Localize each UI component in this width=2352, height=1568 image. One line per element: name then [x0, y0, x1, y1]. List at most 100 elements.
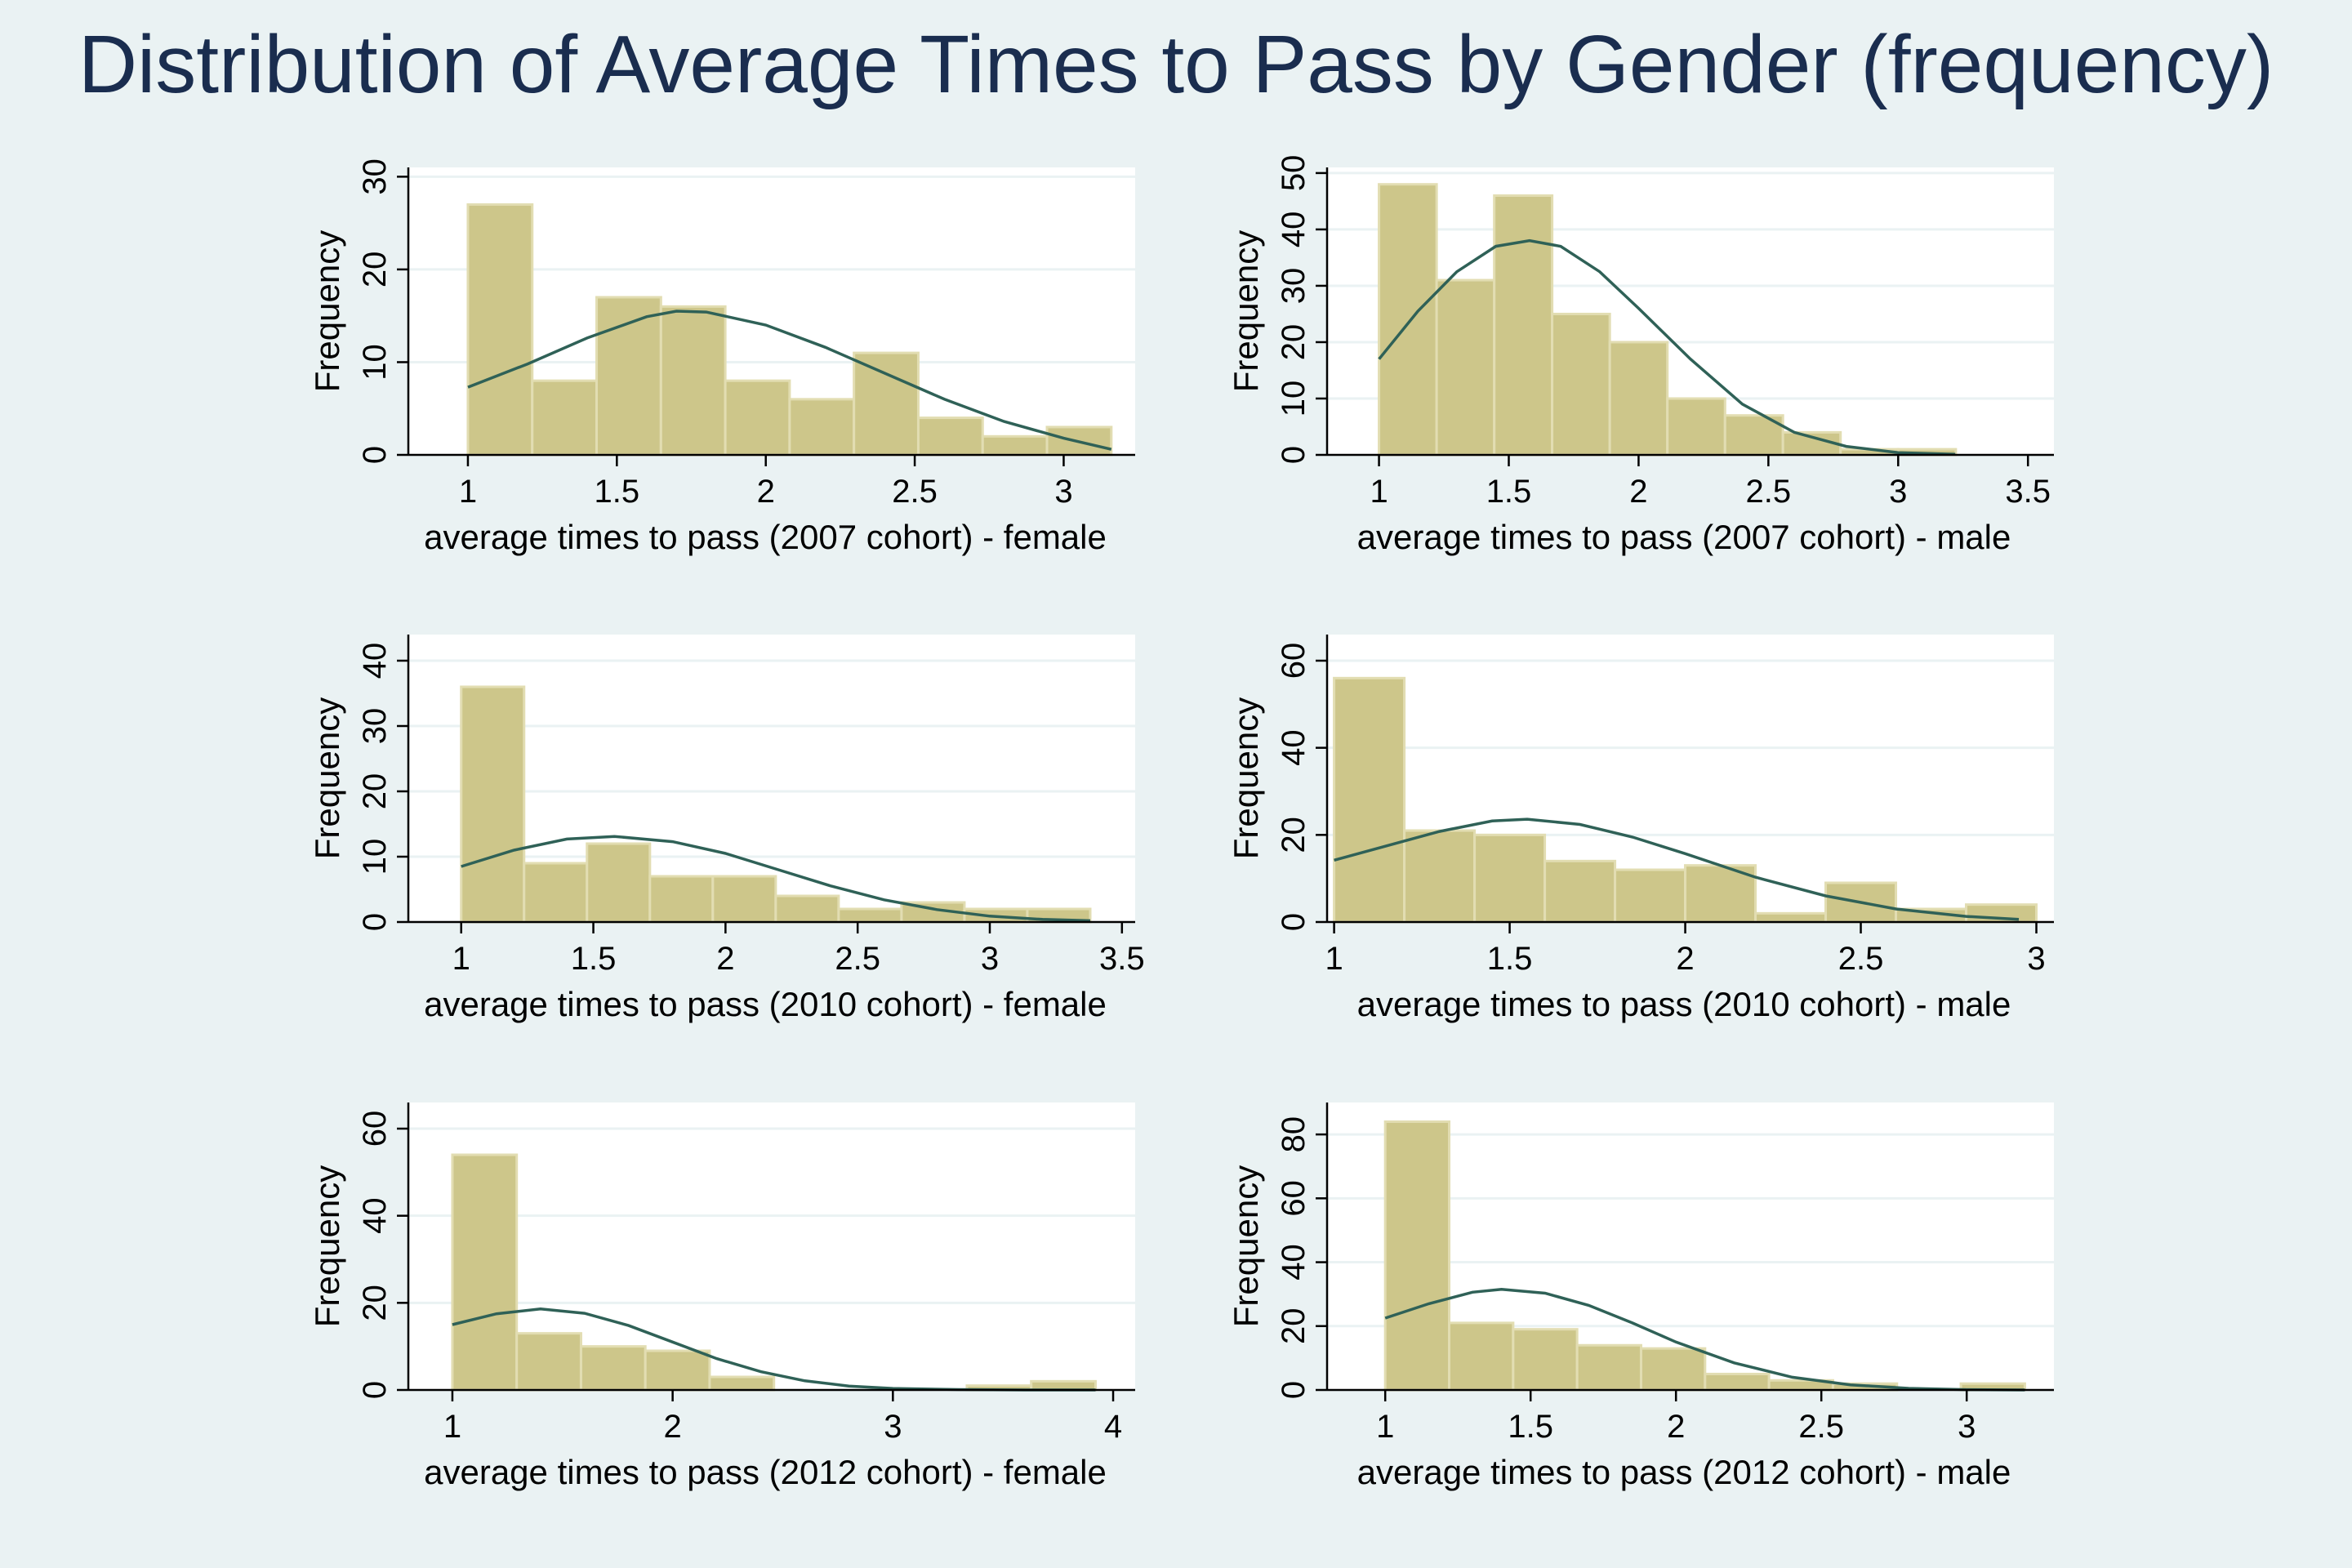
x-tick-label: 3: [1889, 474, 1907, 510]
y-tick-label: 60: [357, 1111, 393, 1147]
x-tick-label: 2: [664, 1409, 682, 1445]
x-axis-title: average times to pass (2010 cohort) - ma…: [1357, 985, 2011, 1023]
y-tick-label: 60: [1276, 1180, 1312, 1217]
histogram-bar: [1666, 397, 1726, 457]
y-tick-label: 20: [1276, 817, 1312, 853]
x-tick-label: 2: [1629, 474, 1647, 510]
histogram-bar: [981, 434, 1049, 457]
x-tick-label: 2: [716, 941, 734, 977]
y-tick-label: 0: [1276, 1381, 1312, 1399]
histogram-bar: [466, 203, 534, 457]
figure-title: Distribution of Average Times to Pass by…: [78, 19, 2274, 110]
histogram-bar: [648, 875, 715, 924]
x-tick-label: 2.5: [1798, 1409, 1844, 1445]
y-tick-label: 0: [357, 446, 393, 464]
x-axis-title: average times to pass (2007 cohort) - ma…: [1357, 518, 2011, 556]
y-tick-label: 30: [1276, 268, 1312, 305]
normal-curve: [1384, 1288, 2025, 1392]
histogram-bar: [1512, 1328, 1579, 1392]
histogram-bar: [1684, 864, 1757, 924]
histogram-2010-male: 1 1.5 2 2.5 3 0 20 40 60 average times to pass (2…: [1227, 635, 2054, 1023]
histogram-bar: [1448, 1321, 1515, 1392]
x-tick-label: 1.5: [1508, 1409, 1553, 1445]
x-tick-label: 1.5: [571, 941, 617, 977]
histogram-bar: [774, 894, 840, 924]
x-tick-label: 4: [1104, 1409, 1122, 1445]
y-tick-label: 30: [357, 158, 393, 195]
histogram-bar: [1754, 911, 1828, 924]
normal-curve: [1334, 817, 2020, 921]
y-tick-label: 20: [1276, 1308, 1312, 1345]
histogram-bar: [1544, 859, 1617, 924]
histogram-bar: [1575, 1343, 1642, 1392]
y-axis-title: Frequency: [1227, 697, 1265, 859]
y-tick-label: 10: [357, 344, 393, 381]
x-tick-label: 2: [1676, 941, 1694, 977]
x-tick-label: 3: [2027, 941, 2045, 977]
x-tick-label: 1: [1376, 1409, 1394, 1445]
histogram-bar: [531, 379, 599, 457]
histogram-bar: [1383, 1120, 1451, 1392]
histogram-bar: [1403, 829, 1477, 924]
normal-curve: [461, 835, 1091, 923]
histogram-bar: [1608, 341, 1669, 457]
histogram-bar: [515, 1332, 582, 1392]
y-tick-label: 30: [357, 708, 393, 745]
y-tick-label: 80: [1276, 1116, 1312, 1153]
y-axis-title: Frequency: [308, 230, 346, 392]
histogram-bar: [1614, 868, 1687, 924]
histogram-bar: [837, 907, 903, 924]
x-tick-label: 3: [1054, 474, 1072, 510]
y-tick-label: 60: [1276, 643, 1312, 679]
y-tick-label: 40: [357, 643, 393, 679]
y-tick-label: 40: [1276, 212, 1312, 248]
x-tick-label: 1: [1370, 474, 1388, 510]
histogram-bar: [659, 305, 727, 457]
x-axis-title: average times to pass (2007 cohort) - fe…: [424, 518, 1107, 556]
histogram-bar: [1493, 194, 1554, 457]
histogram-bar: [724, 379, 791, 457]
x-tick-label: 1: [443, 1409, 461, 1445]
histogram-bar: [788, 398, 856, 457]
x-tick-label: 3: [1958, 1409, 1976, 1445]
histogram-bar: [644, 1349, 711, 1392]
x-tick-label: 3: [884, 1409, 902, 1445]
histogram-bar: [460, 685, 526, 924]
x-tick-label: 3: [981, 941, 999, 977]
y-tick-label: 40: [357, 1197, 393, 1234]
x-tick-label: 2.5: [835, 941, 880, 977]
x-axis-title: average times to pass (2012 cohort) - ma…: [1357, 1453, 2011, 1491]
x-axis-title: average times to pass (2012 cohort) - fe…: [424, 1453, 1107, 1491]
histogram-bar: [586, 842, 652, 924]
x-tick-label: 2.5: [1838, 941, 1884, 977]
normal-curve: [467, 310, 1112, 451]
x-tick-label: 1.5: [595, 474, 640, 510]
x-tick-label: 3.5: [1099, 941, 1145, 977]
histogram-bar: [451, 1153, 519, 1392]
histogram-bar: [1378, 183, 1438, 457]
normal-curve: [1378, 238, 1956, 457]
x-tick-label: 1: [452, 941, 470, 977]
y-tick-label: 20: [357, 1285, 393, 1321]
y-axis-title: Frequency: [308, 1165, 346, 1327]
histogram-2012-male: 1 1.5 2 2.5 3 0 20 40 60 80 average times to pass …: [1227, 1102, 2054, 1491]
histogram-bar: [1551, 312, 1611, 457]
x-axis-title: average times to pass (2010 cohort) - fe…: [424, 985, 1107, 1023]
y-tick-label: 20: [357, 773, 393, 810]
y-axis-title: Frequency: [1227, 230, 1265, 392]
x-tick-label: 2: [1667, 1409, 1685, 1445]
histogram-bar: [523, 862, 589, 924]
x-tick-label: 2: [757, 474, 775, 510]
x-tick-label: 1: [459, 474, 477, 510]
x-tick-label: 2.5: [1746, 474, 1792, 510]
y-tick-label: 0: [1276, 913, 1312, 931]
histogram-bar: [1473, 833, 1547, 924]
histogram-bar: [1639, 1347, 1707, 1392]
histogram-bar: [1704, 1372, 1771, 1392]
histogram-bar: [711, 875, 777, 924]
x-tick-label: 1.5: [1487, 941, 1533, 977]
histogram-bar: [579, 1345, 647, 1392]
histogram-bar: [916, 416, 984, 457]
